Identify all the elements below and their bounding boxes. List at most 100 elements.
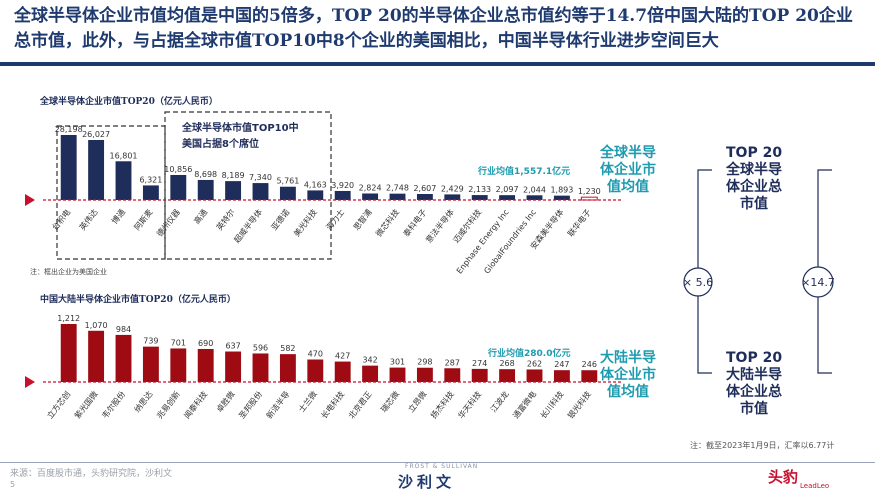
leadleo-logo: 头豹: [768, 468, 799, 486]
chart-1-tick-label-15: 华天科技: [456, 389, 484, 420]
chart-1-bar-18: [553, 370, 570, 382]
chart-0-bar-10: [334, 190, 351, 200]
chart-0-value-label-5: 8,698: [194, 170, 217, 179]
top20-china-line-1: TOP 20: [726, 350, 783, 366]
chart-1-bar-7: [252, 353, 269, 382]
chart-1-value-label-18: 247: [554, 360, 569, 369]
chart-0-value-label-8: 5,761: [276, 177, 299, 186]
chart-1-title: 中国大陆半导体企业市值TOP20（亿元人民币）: [40, 293, 236, 305]
chart-1-tick-label-6: 卓胜微: [214, 389, 237, 414]
chart-1-bar-6: [225, 351, 242, 382]
chart-1-bar-16: [499, 369, 516, 382]
title-divider: [0, 62, 875, 66]
chart-0-bar-3: [142, 185, 159, 200]
chart-0-value-label-6: 8,189: [222, 171, 245, 180]
chart-1-tick-label-4: 兆易创新: [154, 389, 182, 420]
chart-0-tick-label-0: 台积电: [50, 207, 73, 232]
chart-0-bar-4: [170, 174, 187, 200]
chart-1-value-label-10: 427: [335, 352, 350, 361]
chart-0-value-label-17: 2,044: [523, 185, 546, 194]
chart-0-value-label-0: 28,198: [55, 125, 83, 134]
chart-1-value-label-4: 701: [171, 338, 186, 347]
chart-0-title: 全球半导体企业市值TOP20（亿元人民币）: [39, 95, 218, 107]
top20-global-callout: TOP 20 全球半导 体企业总 市值: [726, 145, 782, 213]
chart-0-value-label-13: 2,607: [413, 184, 436, 193]
chart-1-tick-label-5: 闻泰科技: [182, 389, 210, 420]
chart-1-value-label-3: 739: [143, 337, 158, 346]
chart-1-tick-label-16: 江波龙: [488, 389, 511, 414]
chart-1-value-label-0: 1,212: [57, 314, 80, 323]
chart-0-tick-label-16: Enphase Energy Inc: [455, 208, 511, 276]
chart-1-tick-label-0: 立方芯创: [45, 389, 73, 420]
chart-1-value-label-14: 287: [445, 358, 460, 367]
highlight-box-label-2: 美国占据8个席位: [182, 137, 259, 150]
chart-0-bar-2: [115, 161, 132, 200]
chart-1-bar-9: [307, 359, 324, 382]
chart-1-tick-label-14: 扬杰科技: [428, 389, 456, 420]
us-companies-note: 注：框出企业为美国企业: [30, 267, 107, 276]
chart-1-bar-11: [362, 365, 379, 382]
chart-1-value-label-12: 301: [390, 358, 405, 367]
chart-0-value-label-19: 1,230: [578, 187, 601, 196]
exchange-rate-note: 注：截至2023年1月9日，汇率以6.77计: [690, 441, 835, 450]
chart-1-bar-2: [115, 334, 132, 382]
chart-0-tick-label-1: 英伟达: [77, 207, 100, 232]
highlight-box-label-1: 全球半导体市值TOP10中: [181, 121, 299, 134]
ratio-avg-circle: [683, 267, 713, 297]
chart-0-value-label-7: 7,340: [249, 173, 272, 182]
chart-0-tick-label-3: 阿斯麦: [132, 207, 155, 232]
chart-1-tick-label-10: 长电科技: [319, 389, 347, 420]
chart-0-bar-5: [197, 179, 214, 200]
chart-0-value-label-12: 2,748: [386, 184, 409, 193]
chart-0-tick-label-4: 德州仪器: [154, 207, 182, 238]
source-note: 来源：百度股市通，头豹研究院，沙利文: [10, 469, 173, 479]
chart-1-tick-label-18: 长川科技: [538, 389, 566, 420]
top20-china-line-2: 大陆半导: [726, 367, 783, 383]
china-avg-line-3: 值均值: [607, 384, 649, 400]
chart-1-bar-10: [334, 361, 351, 382]
chart-1-tick-label-1: 紫光国微: [72, 389, 100, 420]
chart-1-bar-4: [170, 348, 187, 382]
chart-0-value-label-18: 1,893: [550, 186, 573, 195]
chart-1-value-label-8: 582: [280, 344, 295, 353]
chart-0-bar-0: [60, 135, 77, 200]
chart-1-average-arrow: [25, 376, 35, 388]
china-avg-line-1: 大陆半导: [600, 350, 656, 366]
brand-logo-text: 沙利文: [398, 473, 456, 491]
chart-1-tick-label-12: 瑞芯微: [378, 389, 401, 414]
ratio-total-circle: [802, 266, 834, 298]
top20-china-line-4: 市值: [740, 401, 769, 417]
chart-0-tick-label-12: 微芯科技: [373, 207, 401, 238]
chart-0-bar-17: [526, 195, 543, 200]
chart-1-value-label-15: 274: [472, 359, 487, 368]
brand-english: FROST & SULLIVAN: [405, 463, 479, 470]
chart-0-tick-label-2: 博通: [109, 207, 127, 226]
chart-1-value-label-16: 268: [499, 359, 514, 368]
chart-0-value-label-11: 2,824: [359, 183, 382, 192]
chart-1-value-label-2: 984: [116, 325, 131, 334]
chart-0-bar-15: [471, 195, 488, 200]
chart-0-bar-7: [252, 183, 269, 200]
chart-0-bar-9: [307, 190, 324, 200]
leadleo-logo-sub: LeadLeo: [800, 482, 830, 490]
chart-0-bar-12: [389, 193, 406, 200]
global-avg-line-3: 值均值: [607, 179, 649, 195]
chart-1-bar-13: [416, 367, 433, 382]
chart-1-bar-0: [60, 324, 77, 382]
chart-0-tick-label-8: 亚德诺: [269, 207, 292, 232]
chart-0-bar-16: [499, 195, 516, 200]
chart-1-tick-label-13: 立昂微: [406, 389, 429, 414]
page-title: 全球半导体企业市值均值是中国的5倍多，TOP 20的半导体企业总市值约等于14.…: [14, 6, 853, 51]
chart-1-bar-3: [142, 346, 159, 382]
bracket-total-bottom: [817, 296, 832, 374]
chart-0-tick-label-5: 高通: [192, 207, 210, 226]
chart-0-value-label-14: 2,429: [441, 184, 464, 193]
chart-0-average-arrow: [25, 194, 35, 206]
global-avg-callout: 全球半导 体企业市 值均值: [600, 145, 656, 196]
chart-1-bar-5: [197, 348, 214, 382]
chart-0-value-label-2: 16,801: [110, 151, 138, 160]
chart-0-bar-11: [362, 193, 379, 200]
chart-0-tick-label-10: 海力士: [324, 207, 347, 232]
chart-0-bar-14: [444, 194, 461, 200]
